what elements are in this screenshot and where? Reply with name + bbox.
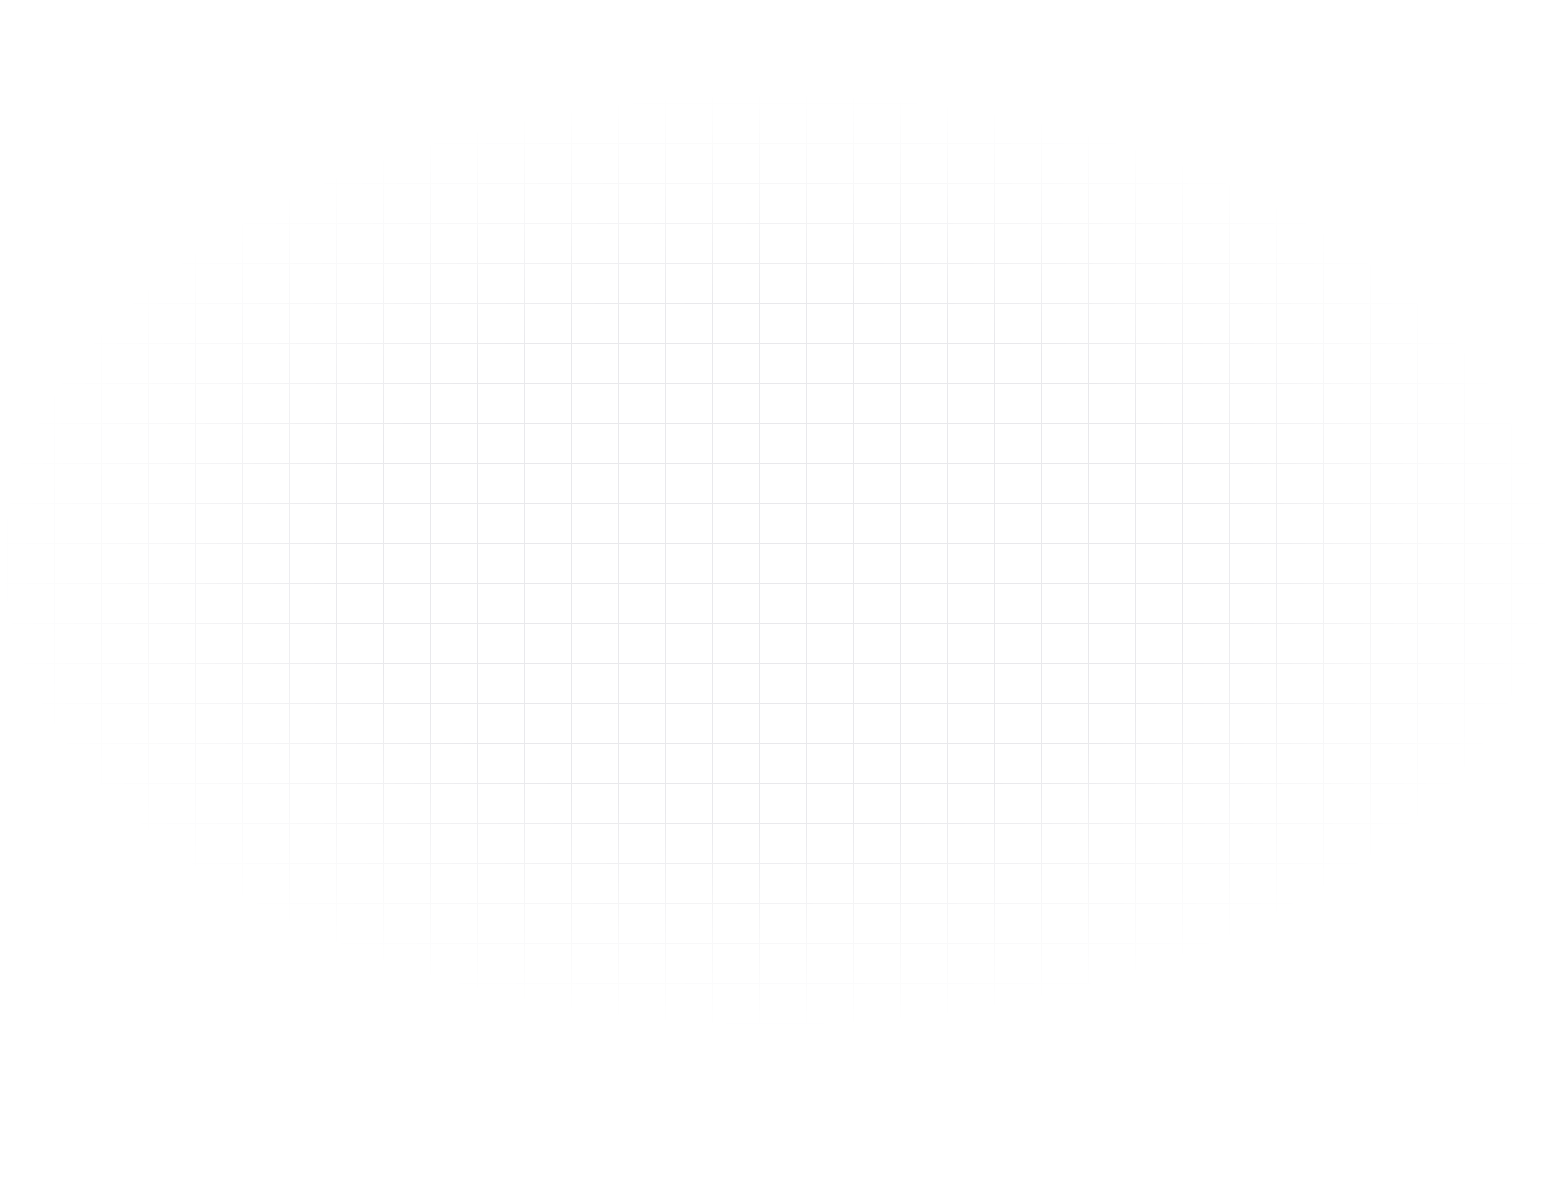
page: {} html, body { margin: 0; padding: 0; w… bbox=[0, 0, 1550, 1187]
page-body: (() => { const data = JSON.parse(documen… bbox=[0, 0, 1550, 1187]
grid-background bbox=[0, 0, 1550, 1187]
